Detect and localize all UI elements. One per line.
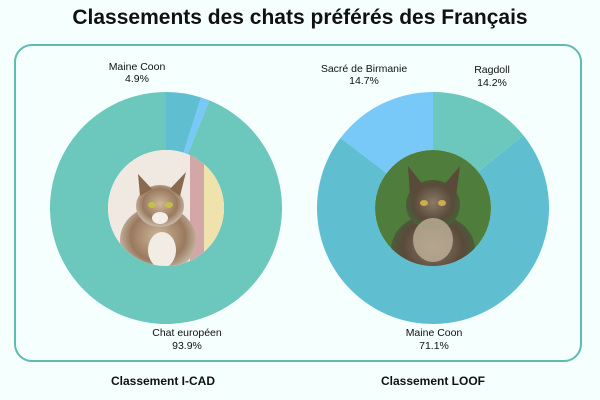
- donut-slice-sacr-de-birmanie: [340, 92, 433, 174]
- slice-value-chat-europeen: 93.9%: [172, 340, 202, 352]
- chart-title-icad: Classement I-CAD: [111, 374, 215, 388]
- slice-label-ragdoll: Ragdoll: [474, 64, 510, 76]
- slice-value-sacre-de-birmanie: 14.7%: [349, 75, 379, 87]
- donut-slice-other: [183, 97, 210, 155]
- slice-label-group-icad: Maine Coon 4.9% Chat européen 93.9%: [109, 61, 222, 352]
- donut-chart-icad: [50, 92, 282, 324]
- slice-label-maine-coon: Maine Coon: [109, 61, 166, 73]
- donut-slice-maine-coon: [166, 92, 202, 153]
- page-title: Classements des chats préférés des Franç…: [72, 6, 528, 29]
- donut-chart-loof: [317, 92, 549, 324]
- charts-frame: [14, 44, 582, 362]
- donut-slice-ragdoll: [433, 92, 524, 172]
- slice-label-sacre-de-birmanie: Sacré de Birmanie: [321, 63, 408, 75]
- slice-label-chat-europeen: Chat européen: [152, 327, 222, 339]
- slice-value-maine-coon-loof: 71.1%: [419, 340, 449, 352]
- donut-slice-maine-coon: [317, 135, 549, 324]
- cat-photo-right: [375, 150, 491, 266]
- slice-value-maine-coon: 4.9%: [125, 73, 149, 85]
- chart-title-loof: Classement LOOF: [381, 374, 485, 388]
- slice-value-ragdoll: 14.2%: [477, 77, 507, 89]
- slice-label-maine-coon-loof: Maine Coon: [406, 327, 463, 339]
- slice-label-group-loof: Sacré de Birmanie 14.7% Ragdoll 14.2% Ma…: [321, 63, 510, 352]
- donut-slice-chat-europ-en: [50, 92, 282, 324]
